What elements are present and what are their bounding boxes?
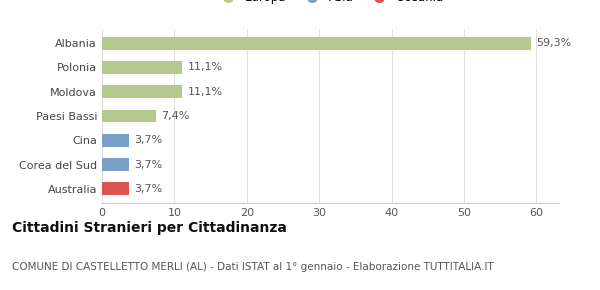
Bar (102, 134, 129, 146)
Bar (102, 158, 129, 171)
Bar (102, 86, 182, 98)
Text: 11,1%: 11,1% (187, 87, 223, 97)
Text: 7,4%: 7,4% (161, 111, 189, 121)
Text: COMUNE DI CASTELLETTO MERLI (AL) - Dati ISTAT al 1° gennaio - Elaborazione TUTTI: COMUNE DI CASTELLETTO MERLI (AL) - Dati … (12, 262, 494, 272)
Bar (102, 182, 129, 195)
Bar (102, 37, 531, 50)
Text: 11,1%: 11,1% (187, 62, 223, 72)
Text: Cittadini Stranieri per Cittadinanza: Cittadini Stranieri per Cittadinanza (12, 221, 287, 235)
Text: 3,7%: 3,7% (134, 184, 162, 194)
Text: 59,3%: 59,3% (536, 38, 572, 48)
Bar (102, 61, 182, 74)
Text: 3,7%: 3,7% (134, 135, 162, 145)
Text: 3,7%: 3,7% (134, 160, 162, 170)
Legend: Europa, Asia, Oceania: Europa, Asia, Oceania (211, 0, 449, 9)
Bar (102, 110, 155, 122)
